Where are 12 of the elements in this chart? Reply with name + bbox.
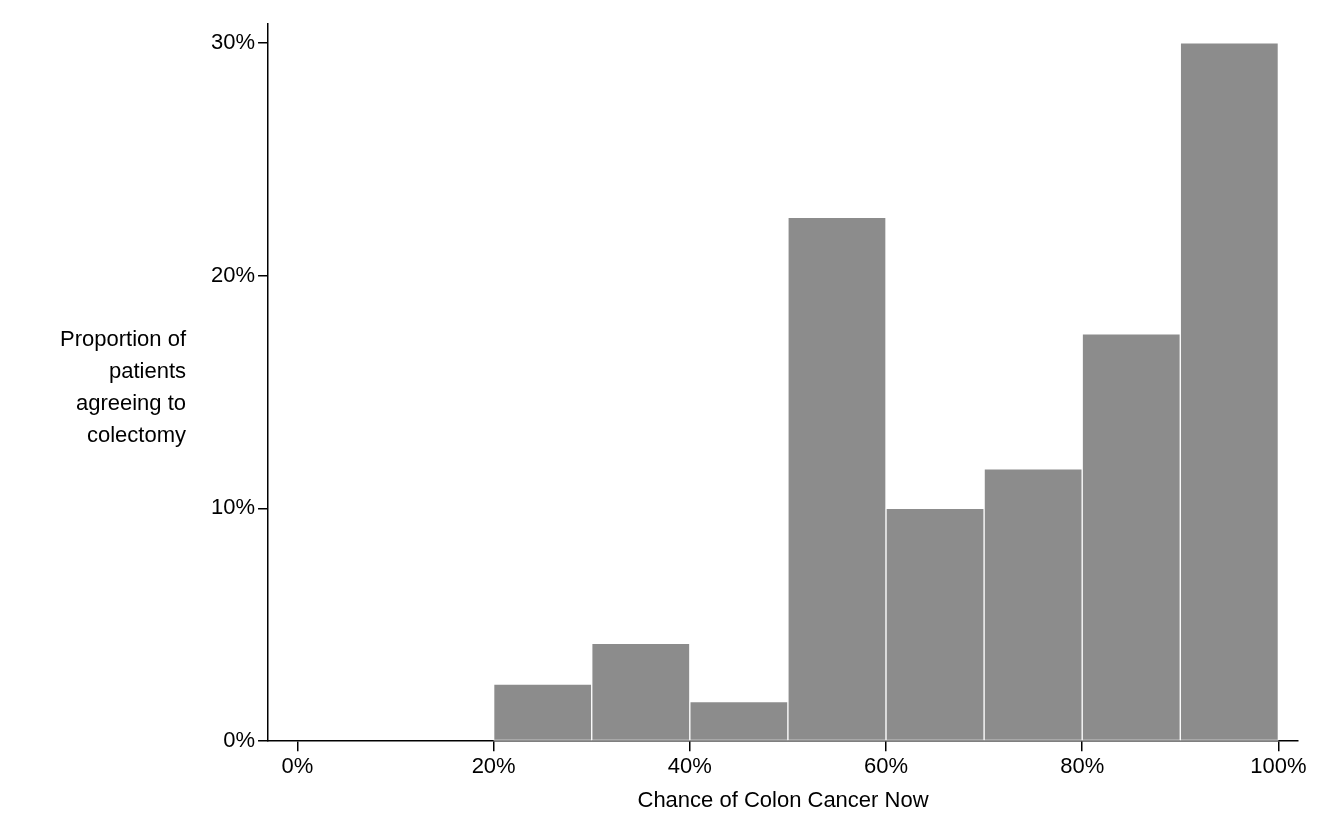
x-axis-title: Chance of Colon Cancer Now [637, 786, 929, 812]
x-tick-label: 20% [471, 753, 516, 779]
x-tick-label: 0% [281, 753, 314, 779]
y-tick-label: 20% [210, 261, 256, 287]
x-tick-label: 60% [863, 753, 909, 779]
x-tick-label: 80% [1060, 753, 1105, 779]
x-tick-label: 100% [1250, 753, 1307, 779]
y-axis-title: Proportion of patients agreeing to colectomy [59, 325, 186, 449]
x-tick-label: 40% [667, 753, 712, 779]
y-tick-label: 30% [210, 28, 256, 54]
y-tick-label: 0% [223, 727, 256, 753]
y-tick-label: 10% [210, 494, 256, 520]
